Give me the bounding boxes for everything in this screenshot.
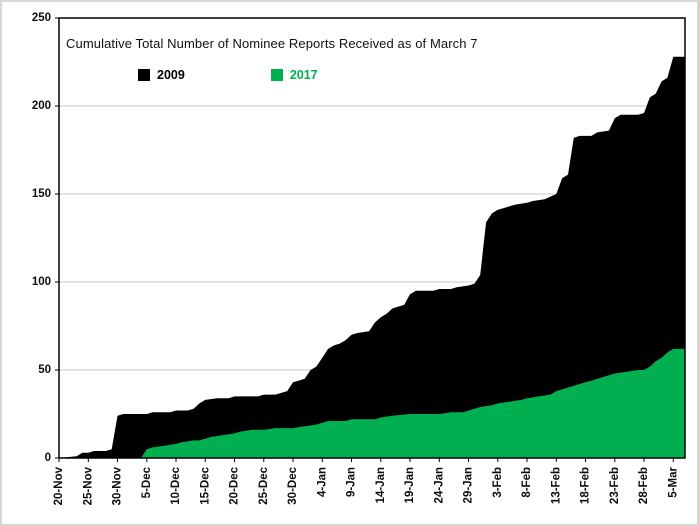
x-tick-label: 24-Jan [433,467,445,503]
area-series-2017 [59,348,685,458]
chart-legend: 2009 2017 [138,68,318,82]
y-tick-label: 50 [38,364,51,376]
y-tick-label: 150 [32,188,51,200]
y-tick-label: 100 [32,276,51,288]
x-tick-label: 10-Dec [170,466,182,504]
x-tick-label: 30-Nov [112,466,124,505]
legend-swatch-2009 [138,69,150,81]
x-tick-label: 30-Dec [287,466,299,504]
x-tick-label: 14-Jan [375,467,387,503]
legend-label-2017: 2017 [289,68,318,82]
x-tick-label: 18-Feb [580,467,592,504]
legend-label-2009: 2009 [157,68,185,82]
legend-swatch-2017 [270,69,283,81]
area-series-2009 [59,56,685,458]
y-tick-label: 200 [32,100,51,112]
x-tick-label: 5-Mar [667,466,679,497]
x-tick-label: 9-Jan [346,467,358,497]
x-tick-label: 25-Dec [258,466,270,504]
x-tick-label: 8-Feb [521,467,533,498]
legend-item-2017: 2017 [270,68,318,82]
x-tick-label: 5-Dec [141,466,153,498]
x-tick-label: 20-Dec [229,466,241,504]
x-tick-label: 25-Nov [82,466,94,505]
x-tick-label: 13-Feb [550,467,562,504]
y-tick-label: 250 [32,12,51,24]
x-tick-label: 4-Jan [316,467,328,497]
legend-item-2009: 2009 [138,68,185,82]
plot-border [58,17,686,459]
x-tick-label: 15-Dec [199,466,211,504]
y-tick-label: 0 [45,452,51,464]
x-tick-label: 19-Jan [404,467,416,503]
x-tick-label: 23-Feb [609,467,621,504]
chart-title: Cumulative Total Number of Nominee Repor… [66,36,478,51]
x-tick-label: 3-Feb [492,467,504,498]
x-tick-label: 20-Nov [53,466,65,505]
x-tick-label: 28-Feb [638,467,650,504]
x-tick-label: 29-Jan [463,467,475,503]
